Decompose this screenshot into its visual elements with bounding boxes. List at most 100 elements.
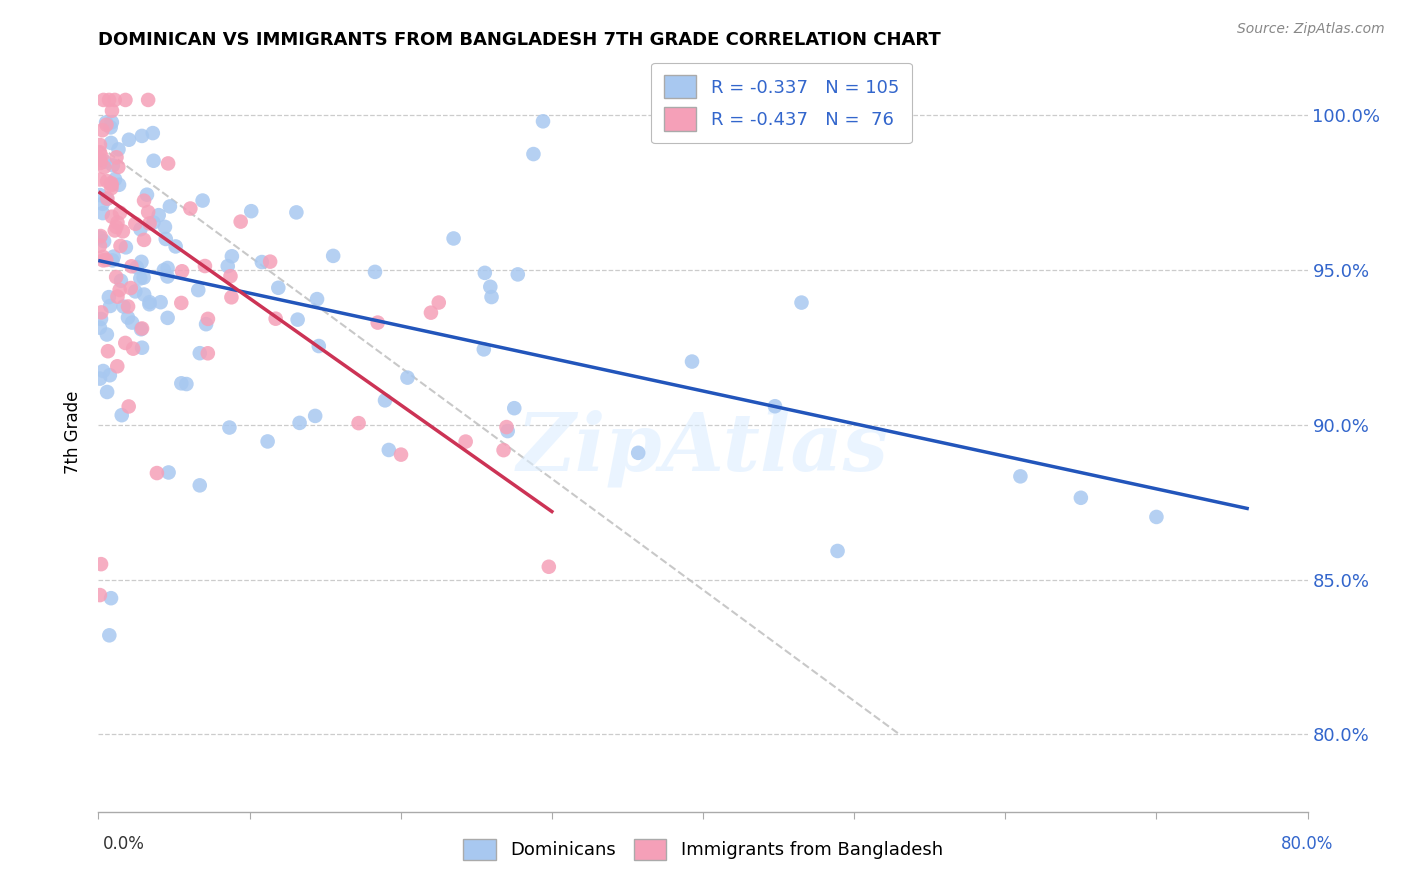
- Point: [537, 559, 560, 574]
- Point: [146, 466, 169, 480]
- Point: [129, 271, 152, 285]
- Point: [472, 343, 495, 357]
- Point: [110, 239, 132, 253]
- Point: [138, 297, 160, 311]
- Point: [481, 290, 503, 304]
- Point: [288, 416, 311, 430]
- Point: [454, 434, 477, 449]
- Point: [91, 364, 114, 378]
- Point: [98, 368, 121, 383]
- Point: [443, 231, 465, 245]
- Point: [136, 205, 159, 219]
- Point: [132, 233, 155, 247]
- Point: [104, 93, 127, 107]
- Point: [105, 359, 128, 374]
- Point: [111, 224, 134, 238]
- Point: [91, 123, 114, 137]
- Point: [96, 174, 118, 188]
- Point: [531, 114, 554, 128]
- Point: [170, 376, 193, 391]
- Point: [264, 311, 287, 326]
- Point: [122, 342, 145, 356]
- Point: [259, 254, 281, 268]
- Point: [367, 316, 389, 330]
- Point: [100, 178, 122, 192]
- Point: [142, 153, 165, 168]
- Point: [195, 317, 218, 331]
- Point: [117, 310, 139, 325]
- Point: [107, 216, 129, 230]
- Point: [221, 249, 243, 263]
- Point: [132, 194, 155, 208]
- Point: [364, 265, 387, 279]
- Point: [250, 255, 273, 269]
- Point: [112, 300, 135, 314]
- Point: [100, 181, 122, 195]
- Point: [91, 196, 114, 211]
- Point: [121, 316, 143, 330]
- Point: [97, 344, 120, 359]
- Point: [90, 229, 112, 244]
- Point: [111, 408, 134, 422]
- Point: [197, 311, 219, 326]
- Point: [108, 205, 131, 219]
- Point: [105, 150, 128, 164]
- Point: [117, 300, 139, 314]
- Point: [96, 384, 118, 399]
- Point: [191, 194, 214, 208]
- Point: [496, 424, 519, 438]
- Point: [104, 223, 127, 237]
- Point: [114, 335, 136, 350]
- Point: [101, 103, 124, 118]
- Point: [131, 255, 153, 269]
- Point: [155, 232, 177, 246]
- Point: [131, 341, 153, 355]
- Point: [90, 557, 112, 571]
- Point: [89, 156, 111, 170]
- Point: [187, 283, 209, 297]
- Point: [101, 158, 124, 172]
- Text: ZipAtlas: ZipAtlas: [517, 409, 889, 486]
- Point: [506, 268, 529, 282]
- Point: [107, 142, 129, 156]
- Point: [308, 339, 330, 353]
- Point: [378, 442, 401, 457]
- Point: [107, 160, 129, 174]
- Point: [1070, 491, 1092, 505]
- Point: [197, 346, 219, 360]
- Point: [96, 252, 118, 267]
- Point: [149, 295, 172, 310]
- Point: [503, 401, 526, 416]
- Point: [90, 312, 112, 326]
- Point: [89, 230, 111, 244]
- Point: [627, 446, 650, 460]
- Point: [763, 399, 786, 413]
- Point: [91, 206, 114, 220]
- Point: [142, 126, 165, 140]
- Point: [91, 253, 114, 268]
- Point: [374, 393, 396, 408]
- Point: [100, 136, 122, 150]
- Text: 0.0%: 0.0%: [103, 835, 145, 853]
- Point: [89, 188, 111, 202]
- Point: [156, 260, 179, 275]
- Point: [89, 152, 111, 166]
- Text: Source: ZipAtlas.com: Source: ZipAtlas.com: [1237, 22, 1385, 37]
- Point: [389, 448, 412, 462]
- Point: [118, 400, 141, 414]
- Point: [91, 250, 114, 264]
- Point: [170, 264, 193, 278]
- Point: [115, 240, 138, 254]
- Point: [101, 210, 124, 224]
- Point: [420, 306, 443, 320]
- Point: [105, 219, 128, 234]
- Point: [522, 147, 544, 161]
- Point: [129, 322, 152, 336]
- Point: [118, 133, 141, 147]
- Point: [96, 192, 118, 206]
- Point: [124, 217, 146, 231]
- Point: [138, 216, 160, 230]
- Point: [100, 120, 122, 135]
- Point: [136, 93, 159, 107]
- Point: [120, 281, 142, 295]
